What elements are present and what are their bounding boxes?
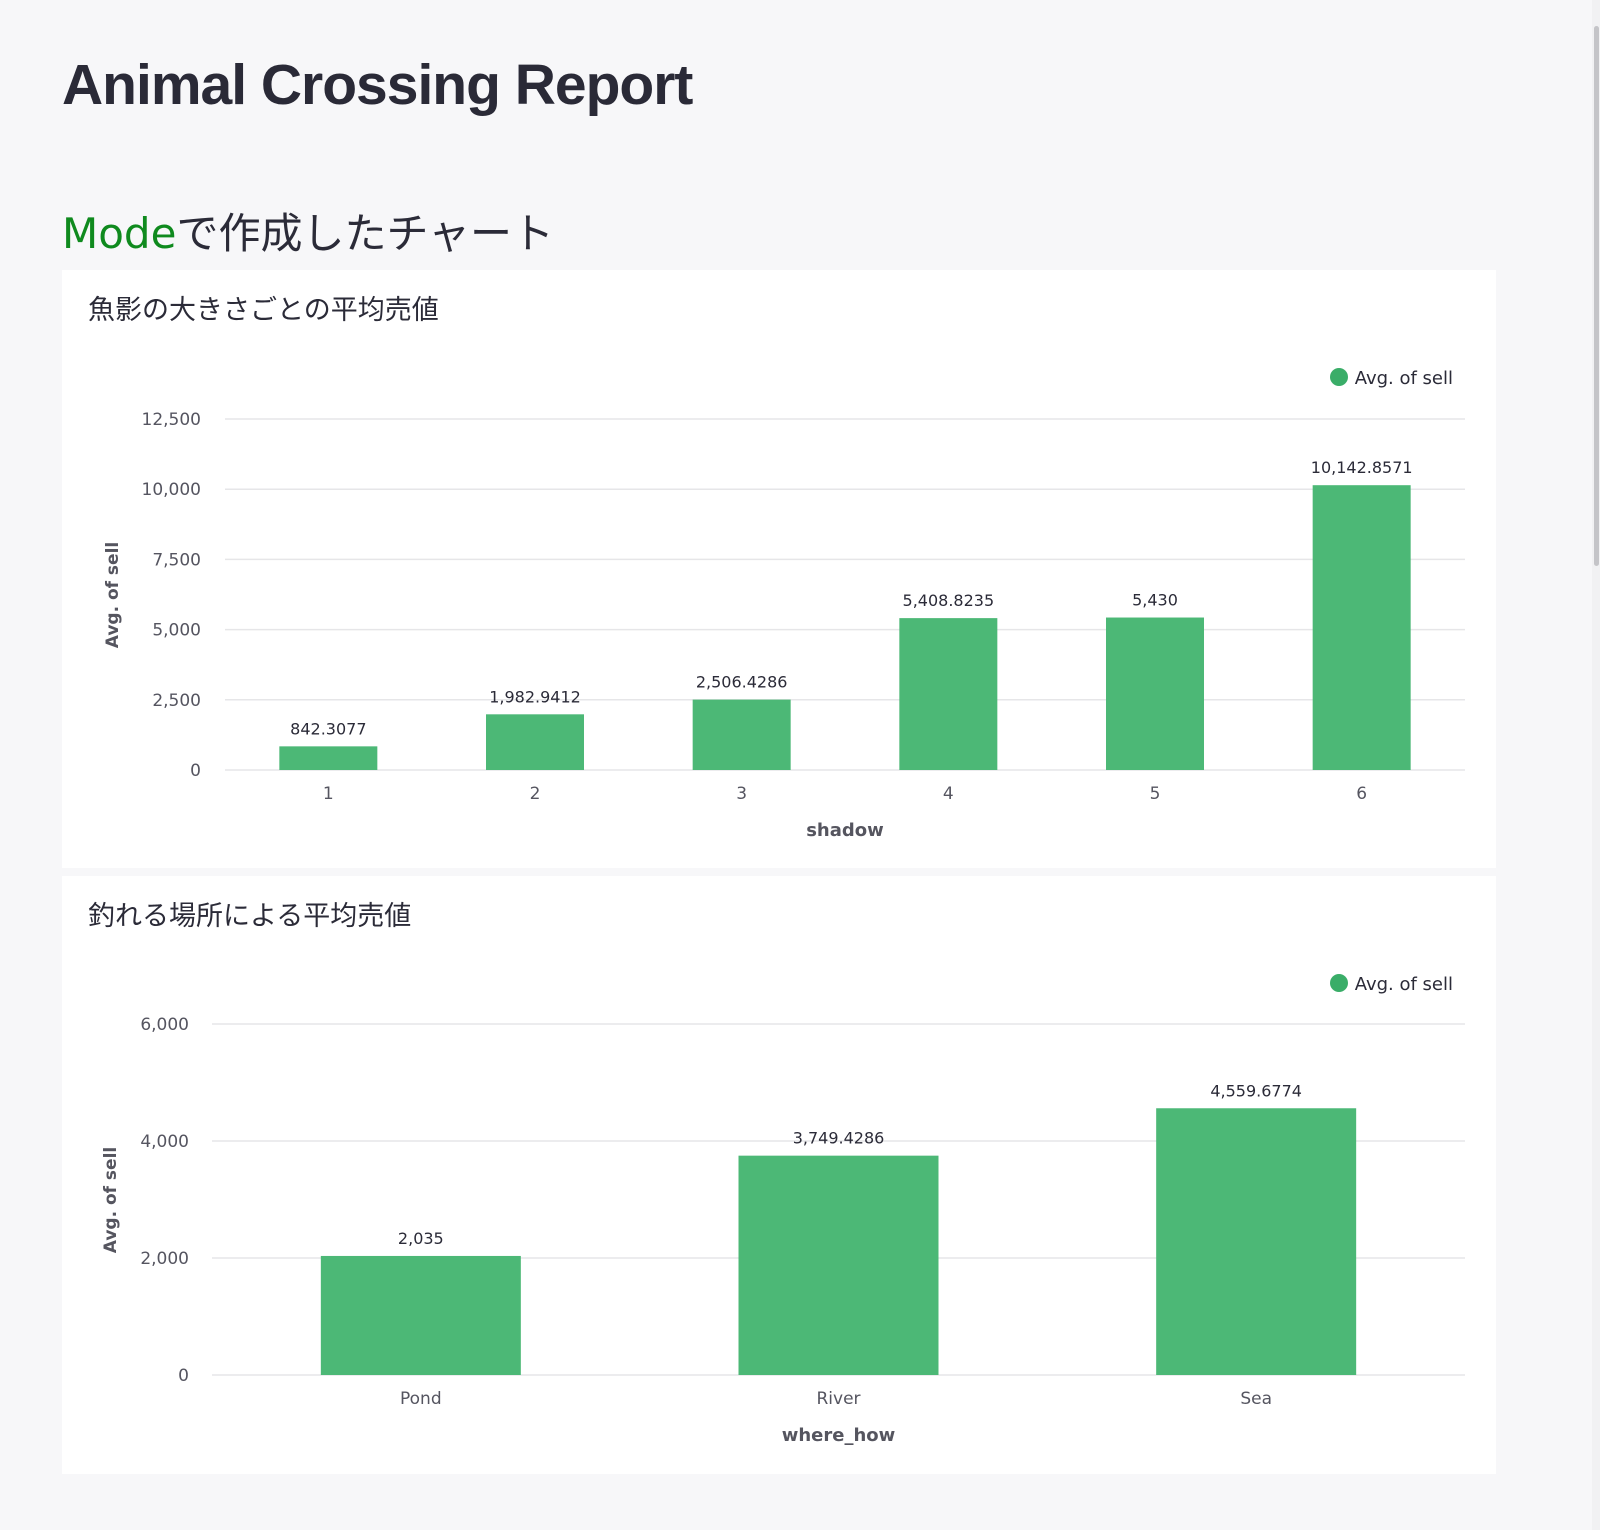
y-axis-label: Avg. of sell [103,542,123,648]
y-tick-label: 6,000 [140,1015,189,1035]
data-label: 2,506.4286 [696,673,788,692]
chart-title: 魚影の大きさごとの平均売値 [88,295,439,326]
x-tick-label: 6 [1356,784,1367,804]
y-tick-label: 4,000 [140,1132,189,1152]
y-tick-label: 5,000 [152,621,201,641]
bar [738,1155,939,1375]
x-tick-label: 1 [323,784,334,804]
y-tick-label: 12,500 [142,410,201,430]
chart-panel-where-how: 釣れる場所による平均売値 0 2,000 4,000 6,000 Avg. of sel… [62,876,1496,1474]
legend-dot-icon [1330,974,1348,992]
bar [486,714,584,770]
y-tick-label: 7,500 [152,550,201,570]
y-tick-label: 2,500 [152,691,201,711]
x-tick-label: River [816,1389,860,1409]
bar [1312,485,1411,770]
bar [279,746,378,770]
bar [692,699,791,770]
x-tick-label: 2 [530,784,541,804]
x-tick-label: 4 [943,784,954,804]
bar [899,618,998,770]
x-tick-label: 5 [1150,784,1161,804]
data-label: 5,408.8235 [903,591,995,610]
chart-title: 釣れる場所による平均売値 [88,901,412,932]
y-tick-label: 0 [178,1366,189,1386]
section-heading-accent: Mode [62,209,177,258]
data-label: 3,749.4286 [793,1129,885,1148]
data-label: 10,142.8571 [1311,458,1413,477]
chart-panel-shadow: 魚影の大きさごとの平均売値 0 2,500 5,000 7,500 10,000 12,5… [62,270,1496,868]
section-heading-rest: で作成したチャート [176,209,555,258]
bar [1106,617,1204,770]
y-tick-label: 10,000 [142,480,201,500]
legend-label: Avg. of sell [1355,368,1453,389]
data-label: 2,035 [398,1229,444,1248]
legend-label: Avg. of sell [1355,974,1453,995]
bar-chart-shadow: 0 2,500 5,000 7,500 10,000 12,500 Avg. of sell… [103,368,1465,841]
y-axis-label: Avg. of sell [101,1147,121,1253]
x-tick-label: 3 [736,784,747,804]
bar [320,1255,521,1375]
data-label: 5,430 [1132,591,1178,610]
data-label: 4,559.6774 [1210,1081,1302,1100]
section-heading: Modeで作成したチャート [62,200,554,261]
x-axis-label: shadow [806,820,884,841]
report-title: Animal Crossing Report [62,53,693,117]
data-label: 1,982.9412 [489,687,581,706]
y-tick-label: 2,000 [140,1249,189,1269]
page-scrollbar[interactable] [1592,0,1600,1530]
x-axis-label: where_how [782,1425,896,1446]
x-tick-label: Pond [400,1389,442,1409]
data-label: 842.3077 [290,719,366,738]
legend-dot-icon [1330,368,1348,386]
scrollbar-thumb[interactable] [1594,26,1599,566]
x-tick-label: Sea [1240,1389,1272,1409]
bar [1156,1108,1357,1375]
y-tick-label: 0 [190,761,201,781]
bar-chart-where-how: 0 2,000 4,000 6,000 Avg. of sell 2,035 Pond 3,7… [101,974,1465,1446]
